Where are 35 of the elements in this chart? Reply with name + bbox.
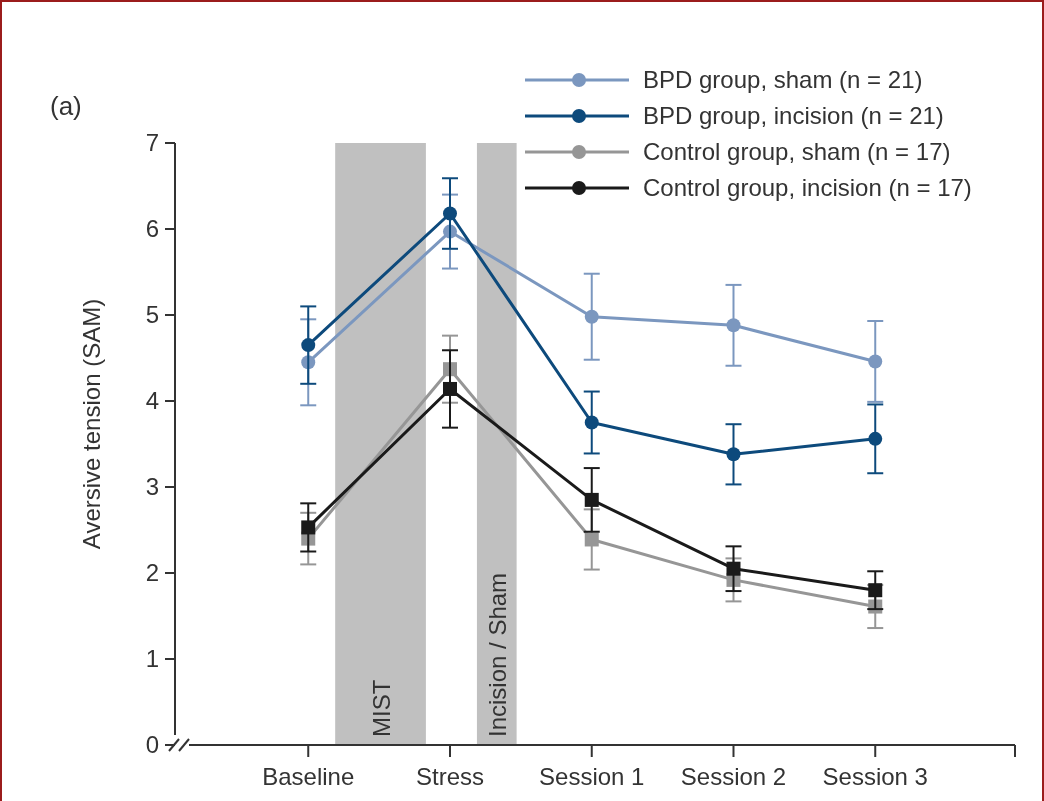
point xyxy=(726,447,741,462)
legend-label: Control group, sham (n = 17) xyxy=(643,138,951,166)
x-tick-label: Session 2 xyxy=(680,763,787,790)
y-tick-label: 2 xyxy=(145,559,159,587)
y-tick-label: 6 xyxy=(145,215,159,243)
point xyxy=(868,431,883,446)
point xyxy=(868,583,883,598)
point xyxy=(584,532,599,547)
point xyxy=(584,415,599,430)
legend-label: Control group, incision (n = 17) xyxy=(643,174,972,202)
point xyxy=(301,520,316,535)
point xyxy=(868,354,883,369)
x-tick-label: Baseline xyxy=(262,763,355,790)
y-tick-label: 7 xyxy=(145,129,159,157)
y-tick-label: 0 xyxy=(145,731,159,759)
legend-label: BPD group, sham (n = 21) xyxy=(643,66,923,94)
point xyxy=(726,318,741,333)
chart-title: (a) xyxy=(50,91,82,121)
legend-label: BPD group, incision (n = 21) xyxy=(643,102,944,130)
y-tick-label: 1 xyxy=(145,645,159,673)
band-label: Incision / Sham xyxy=(483,572,511,737)
point xyxy=(443,206,457,221)
y-tick-label: 4 xyxy=(145,387,159,415)
x-tick-label: Session 1 xyxy=(539,763,645,790)
point xyxy=(443,381,457,396)
point xyxy=(301,338,316,353)
y-tick-label: 3 xyxy=(145,473,159,501)
point xyxy=(584,309,599,324)
y-tick-label: 5 xyxy=(145,301,159,329)
band-label: MIST xyxy=(367,679,395,737)
y-axis-title: Aversive tension (SAM) xyxy=(78,298,105,550)
point xyxy=(584,492,599,507)
x-tick-label: Stress xyxy=(415,763,484,790)
point xyxy=(726,561,741,576)
x-tick-label: Session 3 xyxy=(822,763,928,790)
